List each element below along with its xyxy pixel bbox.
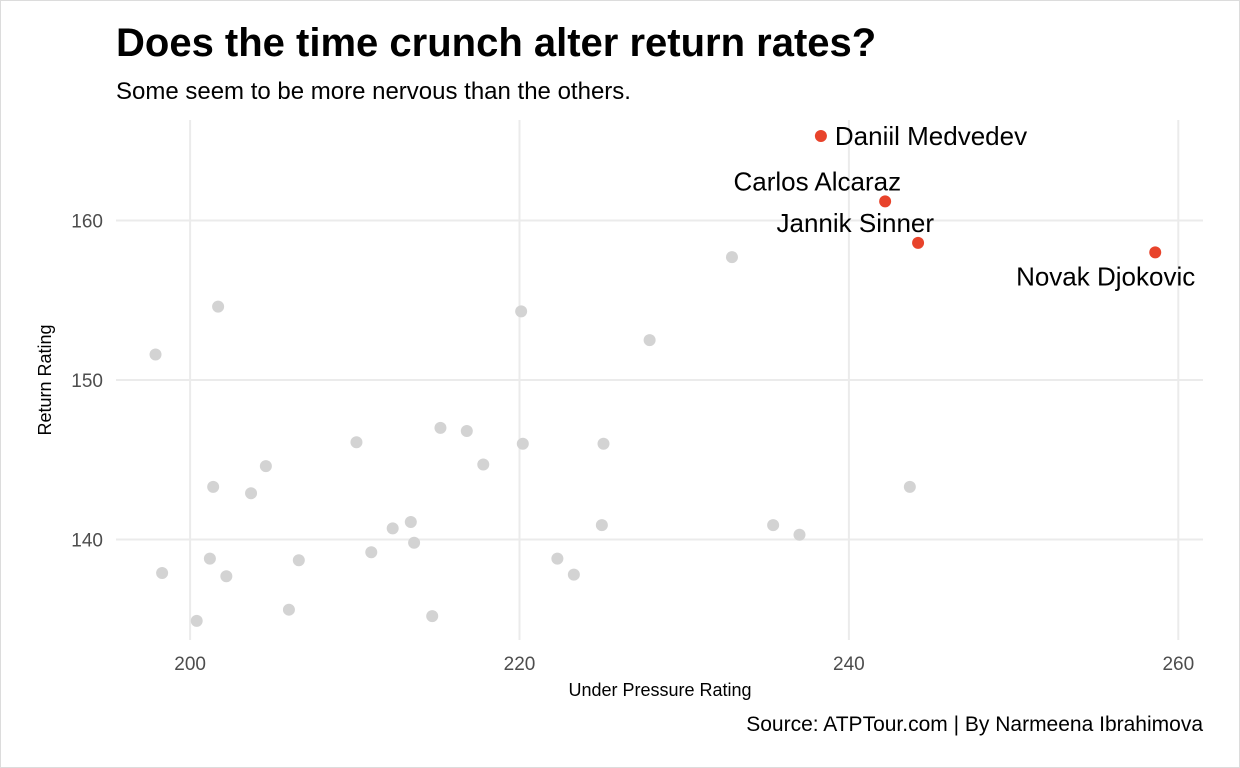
data-point <box>386 522 399 535</box>
data-point <box>203 552 216 565</box>
point-label-jannik-sinner: Jannik Sinner <box>777 208 935 238</box>
data-point <box>597 437 610 450</box>
data-point <box>408 536 421 549</box>
x-axis-title: Under Pressure Rating <box>568 680 751 700</box>
data-point <box>767 519 780 532</box>
highlight-point-jannik-sinner <box>912 236 925 249</box>
data-point <box>643 334 656 347</box>
chart-title: Does the time crunch alter return rates? <box>116 21 877 65</box>
x-tick-label: 200 <box>174 654 206 675</box>
data-point <box>350 436 363 449</box>
data-point <box>551 552 564 565</box>
data-point <box>460 425 473 438</box>
point-label-daniil-medvedev: Daniil Medvedev <box>835 121 1027 151</box>
data-point <box>149 348 162 361</box>
highlight-point-carlos-alcaraz <box>879 195 892 208</box>
data-point <box>292 554 305 567</box>
data-point <box>404 515 417 528</box>
point-label-carlos-alcaraz: Carlos Alcaraz <box>734 166 902 196</box>
point-label-novak-djokovic: Novak Djokovic <box>1016 261 1195 291</box>
tick-labels: 200 220 240 260 140 150 160 <box>71 211 1194 675</box>
data-point <box>725 251 738 264</box>
data-point <box>156 567 169 580</box>
x-tick-label: 240 <box>833 654 865 675</box>
point-labels: Daniil Medvedev Carlos Alcaraz Jannik Sinn… <box>734 121 1196 291</box>
data-point <box>282 603 295 616</box>
data-point <box>516 437 529 450</box>
highlight-point-novak-djokovic <box>1149 246 1162 259</box>
data-point <box>434 421 447 434</box>
data-point <box>477 458 490 471</box>
data-point <box>245 487 258 500</box>
data-point <box>207 480 220 493</box>
data-point <box>190 614 203 627</box>
x-tick-label: 220 <box>504 654 536 675</box>
data-point <box>793 528 806 541</box>
y-axis-title: Return Rating <box>35 324 55 435</box>
data-point <box>220 570 233 583</box>
data-point <box>259 460 272 473</box>
data-point <box>212 300 225 313</box>
y-tick-label: 140 <box>71 531 103 552</box>
data-point <box>515 305 528 318</box>
data-points <box>149 129 1162 627</box>
chart-subtitle: Some seem to be more nervous than the ot… <box>116 78 631 105</box>
data-point <box>426 610 439 623</box>
data-point <box>903 480 916 493</box>
grid-layer <box>116 120 1203 640</box>
x-tick-label: 260 <box>1162 654 1194 675</box>
data-point <box>567 568 580 581</box>
chart-caption: Source: ATPTour.com | By Narmeena Ibrahi… <box>746 713 1203 736</box>
y-tick-label: 160 <box>71 211 103 232</box>
y-tick-label: 150 <box>71 371 103 392</box>
data-point <box>595 519 608 532</box>
highlight-point-daniil-medvedev <box>814 129 827 142</box>
data-point <box>365 546 378 559</box>
